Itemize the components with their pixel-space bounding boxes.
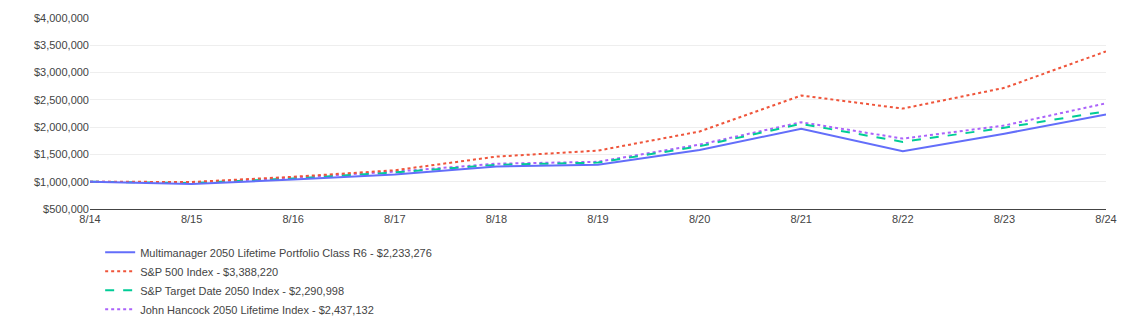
svg-text:S&P 500 Index - $3,388,220: S&P 500 Index - $3,388,220 [140,266,278,278]
svg-text:8/14: 8/14 [79,213,100,225]
svg-text:8/19: 8/19 [587,213,608,225]
svg-text:Multimanager 2050 Lifetime Por: Multimanager 2050 Lifetime Portfolio Cla… [140,247,432,259]
svg-text:$500,000: $500,000 [43,203,89,215]
svg-text:$2,500,000: $2,500,000 [34,94,89,106]
svg-text:$2,000,000: $2,000,000 [34,121,89,133]
svg-text:John Hancock 2050 Lifetime Ind: John Hancock 2050 Lifetime Index - $2,43… [140,304,374,316]
svg-text:$3,500,000: $3,500,000 [34,39,89,51]
svg-text:$4,000,000: $4,000,000 [34,12,89,24]
svg-text:$1,000,000: $1,000,000 [34,176,89,188]
svg-text:8/17: 8/17 [384,213,405,225]
svg-text:8/16: 8/16 [282,213,303,225]
svg-text:8/18: 8/18 [486,213,507,225]
svg-text:8/22: 8/22 [892,213,913,225]
svg-text:S&P Target Date 2050 Index - $: S&P Target Date 2050 Index - $2,290,998 [140,285,344,297]
svg-text:8/23: 8/23 [994,213,1015,225]
svg-text:8/15: 8/15 [181,213,202,225]
svg-text:8/24: 8/24 [1095,213,1116,225]
svg-text:8/20: 8/20 [689,213,710,225]
svg-text:8/21: 8/21 [790,213,811,225]
svg-text:$3,000,000: $3,000,000 [34,66,89,78]
svg-text:$1,500,000: $1,500,000 [34,148,89,160]
